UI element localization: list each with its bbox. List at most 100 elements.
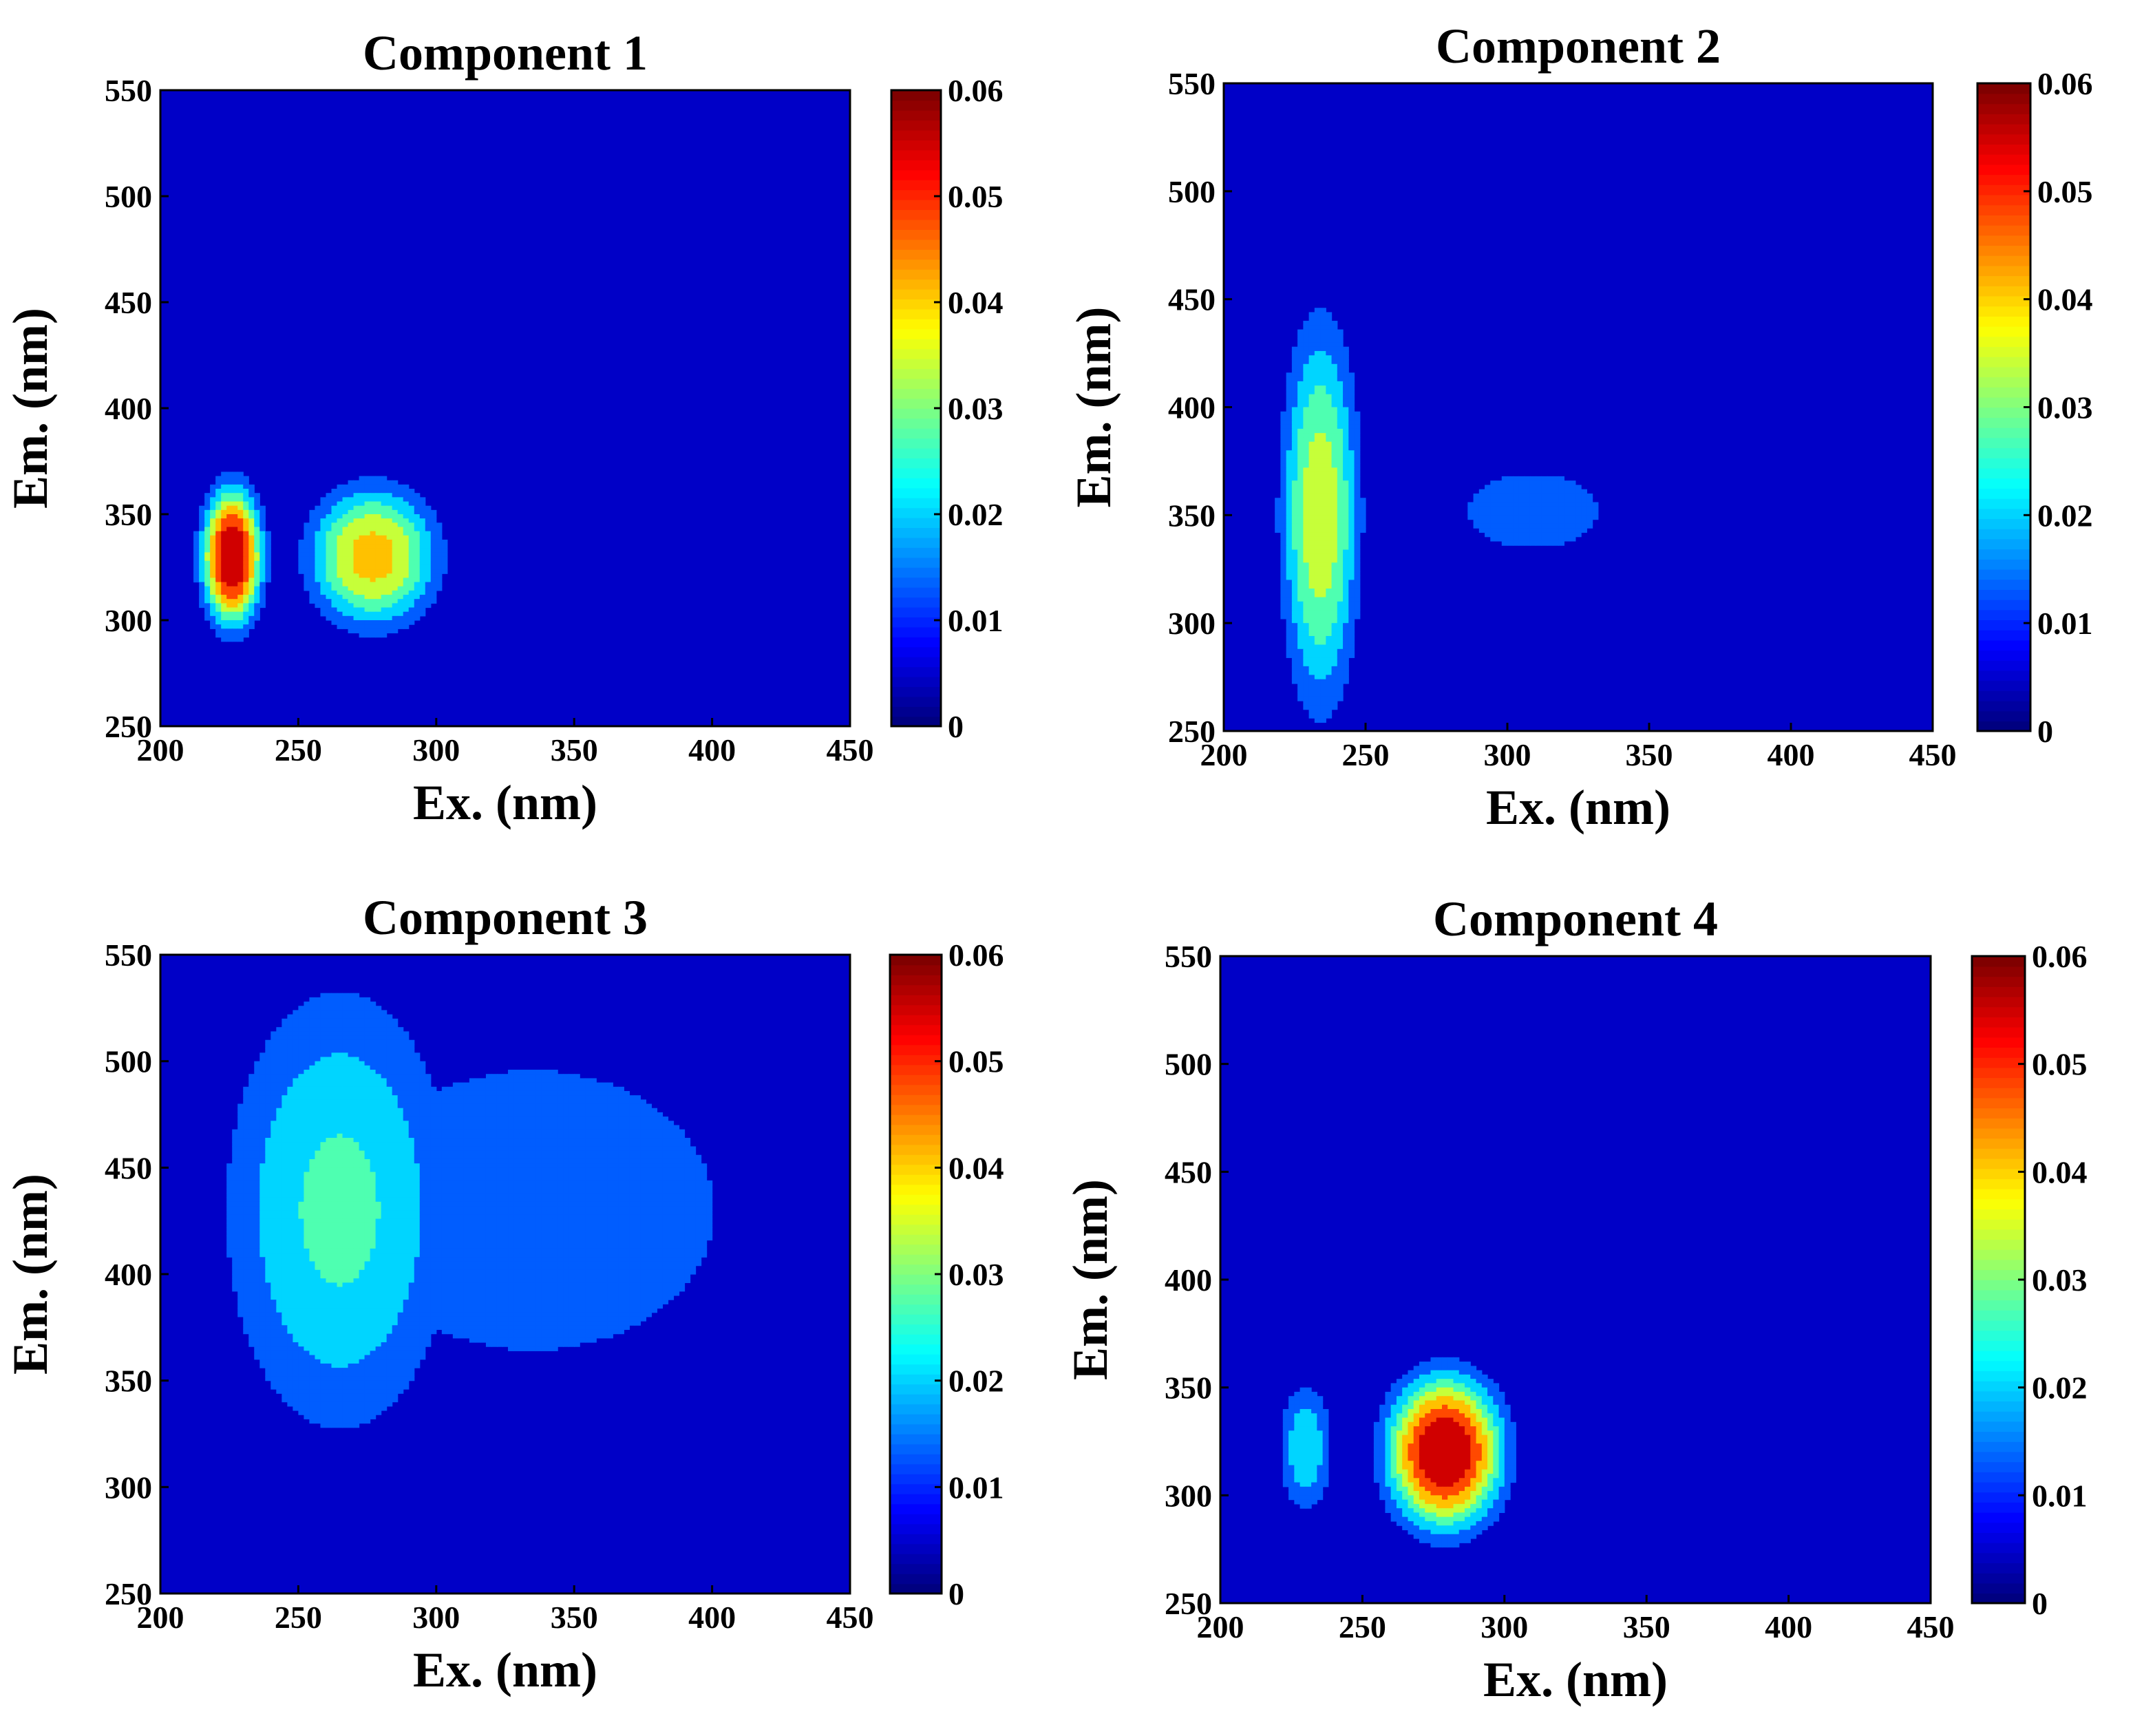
colorbar-segment [1977, 538, 2030, 550]
contour-cell [1303, 333, 1310, 339]
contour-cell [386, 1112, 393, 1117]
contour-cell [436, 1112, 443, 1117]
colorbar-segment [891, 100, 941, 111]
colorbar-segment [1977, 427, 2030, 438]
contour-cell [326, 560, 332, 566]
contour-cell [1303, 588, 1310, 593]
contour-cell [524, 1078, 531, 1083]
contour-cell [386, 615, 393, 621]
contour-cell [1286, 614, 1293, 620]
contour-cell [425, 1095, 432, 1100]
contour-cell [397, 1121, 404, 1126]
contour-cell [304, 586, 310, 591]
contour-cell [298, 1154, 305, 1160]
contour-cell [320, 1027, 327, 1032]
contour-cell [359, 518, 365, 523]
contour-cell [364, 1154, 371, 1160]
contour-cell [1478, 493, 1485, 498]
contour-cell [381, 560, 388, 566]
contour-cell [370, 1121, 376, 1126]
contour-cell [535, 1154, 542, 1160]
contour-cell [1558, 519, 1564, 525]
contour-cell [226, 569, 233, 574]
contour-cell [1320, 325, 1326, 330]
contour-cell [403, 1082, 410, 1088]
contour-cell [215, 514, 222, 519]
contour-cell [414, 539, 421, 544]
x-axis-label: Ex. (nm) [413, 775, 597, 830]
contour-cell [436, 522, 443, 528]
contour-cell [425, 548, 432, 553]
contour-cell [315, 586, 321, 591]
contour-cell [226, 628, 233, 634]
contour-cell [248, 535, 255, 540]
contour-cell [1297, 355, 1304, 361]
contour-cell [359, 569, 365, 574]
contour-cell [386, 1116, 393, 1121]
contour-cell [392, 1090, 399, 1096]
contour-cell [315, 1006, 321, 1011]
contour-cell [1518, 536, 1525, 542]
contour-cell [541, 1158, 547, 1164]
contour-cell [485, 1082, 492, 1088]
contour-cell [419, 527, 426, 532]
contour-cell [474, 1154, 481, 1160]
contour-cell [309, 1010, 316, 1015]
contour-cell [430, 1138, 437, 1143]
contour-cell [386, 489, 393, 494]
contour-cell [403, 615, 410, 621]
contour-cell [1308, 511, 1315, 516]
contour-cell [668, 1129, 675, 1134]
contour-cell [320, 505, 327, 511]
contour-cell [541, 1108, 547, 1113]
contour-cell [1331, 610, 1338, 615]
contour-cell [315, 1002, 321, 1006]
contour-cell [1320, 701, 1326, 706]
contour-cell [337, 1138, 343, 1143]
contour-cell [315, 1052, 321, 1058]
contour-cell [569, 1116, 575, 1121]
contour-cell [364, 1095, 371, 1100]
contour-cell [204, 552, 211, 558]
contour-cell [210, 560, 216, 566]
contour-cell [1314, 398, 1321, 403]
contour-cell [232, 1138, 238, 1143]
contour-cell [1552, 498, 1559, 503]
contour-cell [248, 1150, 255, 1156]
contour-cell [293, 1154, 299, 1160]
contour-cell [1286, 407, 1293, 412]
contour-cell [624, 1133, 630, 1139]
contour-cell [1331, 489, 1338, 494]
contour-cell [425, 1150, 432, 1156]
y-axis-label: Em. (nm) [1066, 307, 1121, 508]
contour-cell [232, 607, 238, 613]
contour-cell [491, 1082, 498, 1088]
contour-cell [1314, 428, 1321, 434]
contour-cell [1536, 502, 1542, 507]
contour-cell [430, 544, 437, 549]
contour-cell [304, 539, 310, 544]
contour-cell [359, 628, 365, 634]
contour-cell [607, 1108, 613, 1113]
contour-cell [254, 1090, 260, 1096]
contour-cell [320, 1146, 327, 1152]
contour-cell [463, 1121, 470, 1126]
contour-cell [1291, 679, 1298, 684]
contour-cell [430, 1121, 437, 1126]
contour-cell [353, 1116, 360, 1121]
contour-cell [1529, 502, 1536, 507]
contour-cell [1286, 381, 1293, 386]
contour-cell [1314, 696, 1321, 701]
contour-cell [309, 514, 316, 519]
contour-cell [1314, 610, 1321, 615]
contour-cell [1326, 485, 1333, 490]
contour-cell [1326, 498, 1333, 503]
contour-cell [342, 620, 349, 625]
contour-cell [265, 1074, 271, 1079]
contour-cell [353, 505, 360, 511]
contour-cell [254, 1125, 260, 1130]
contour-cell [1308, 515, 1315, 520]
contour-cell [237, 514, 244, 519]
contour-cell [552, 1108, 558, 1113]
contour-cell [491, 1086, 498, 1092]
